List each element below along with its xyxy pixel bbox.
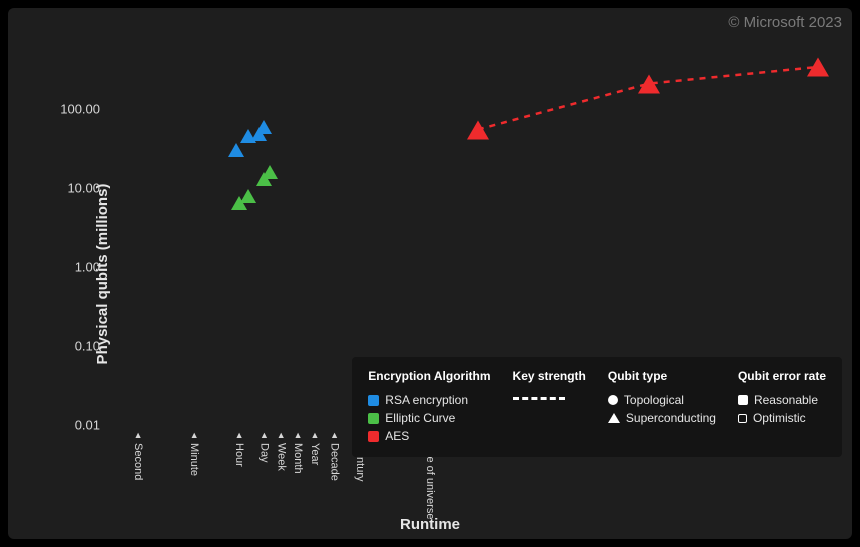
y-tick: 100.00 [60,102,100,117]
x-tick-label: Second [132,443,144,480]
x-tick: ▲ Minute [188,431,200,476]
tick-marker-icon: ▲ [310,431,319,440]
x-tick-label: Month [292,443,304,474]
data-point-aes [807,58,829,77]
data-point-ecc [240,189,256,203]
data-point-rsa [256,120,272,134]
legend-keystrength-header: Key strength [513,369,586,383]
circle-icon [608,395,618,405]
legend-superconducting-label: Superconducting [626,411,716,425]
x-tick: ▲ Day [258,431,270,463]
x-tick-label: Week [275,443,287,471]
y-tick: 0.01 [75,418,100,433]
legend-rsa: RSA encryption [368,393,490,407]
tick-marker-icon: ▲ [235,431,244,440]
x-tick: ▲ Month [292,431,304,474]
triangle-marker-icon [256,120,272,134]
legend-rsa-label: RSA encryption [385,393,468,407]
x-tick: ▲ Year [309,431,321,465]
legend-ecc-label: Elliptic Curve [385,411,455,425]
x-tick-label: Minute [188,443,200,476]
chart-root: © Microsoft 2023 Physical qubits (millio… [0,0,860,547]
square-filled-icon [738,395,748,405]
x-tick-label: Decade [329,443,341,481]
legend-optimistic-label: Optimistic [753,411,806,425]
data-point-ecc [262,165,278,179]
triangle-marker-icon [467,120,489,139]
legend-ecc-swatch [368,413,379,424]
x-tick: ▲ Hour [233,431,245,467]
triangle-marker-icon [228,143,244,157]
data-point-aes [467,120,489,139]
legend-qubittype-header: Qubit type [608,369,716,383]
data-point-rsa [228,143,244,157]
tick-marker-icon: ▲ [190,431,199,440]
legend-rsa-swatch [368,395,379,406]
x-tick-label: Hour [233,443,245,467]
legend-aes: AES [368,429,490,443]
y-tick: 1.00 [75,260,100,275]
legend: Encryption Algorithm RSA encryption Elli… [352,357,842,457]
tick-marker-icon: ▲ [330,431,339,440]
x-tick-label: Day [258,443,270,463]
square-outline-icon [738,414,747,423]
legend-aes-label: AES [385,429,409,443]
tick-marker-icon: ▲ [134,431,143,440]
tick-marker-icon: ▲ [277,431,286,440]
triangle-marker-icon [240,189,256,203]
legend-algorithm-header: Encryption Algorithm [368,369,490,383]
x-tick: ▲ Week [275,431,287,471]
copyright-label: © Microsoft 2023 [728,14,842,31]
legend-reasonable-label: Reasonable [754,393,818,407]
legend-keystrength-col: Key strength [513,369,586,445]
legend-optimistic: Optimistic [738,411,826,425]
legend-qubittype-col: Qubit type Topological Superconducting [608,369,716,445]
triangle-icon [608,413,620,423]
legend-errorrate-col: Qubit error rate Reasonable Optimistic [738,369,826,445]
legend-ecc: Elliptic Curve [368,411,490,425]
legend-superconducting: Superconducting [608,411,716,425]
y-tick: 10.00 [67,181,100,196]
legend-topological: Topological [608,393,716,407]
triangle-marker-icon [638,74,660,93]
triangle-marker-icon [262,165,278,179]
tick-marker-icon: ▲ [294,431,303,440]
legend-dash-icon [513,397,565,400]
y-tick: 0.10 [75,339,100,354]
data-point-aes [638,74,660,93]
legend-topological-label: Topological [624,393,684,407]
legend-algorithm-col: Encryption Algorithm RSA encryption Elli… [368,369,490,445]
legend-errorrate-header: Qubit error rate [738,369,826,383]
triangle-marker-icon [807,58,829,77]
tick-marker-icon: ▲ [260,431,269,440]
legend-reasonable: Reasonable [738,393,826,407]
legend-aes-swatch [368,431,379,442]
x-tick: ▲ Decade [329,431,341,481]
x-tick: ▲ Second [132,431,144,480]
x-tick-label: Year [309,443,321,465]
